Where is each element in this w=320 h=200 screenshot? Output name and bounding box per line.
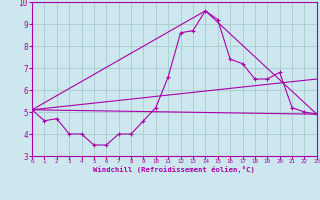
X-axis label: Windchill (Refroidissement éolien,°C): Windchill (Refroidissement éolien,°C) bbox=[93, 166, 255, 173]
